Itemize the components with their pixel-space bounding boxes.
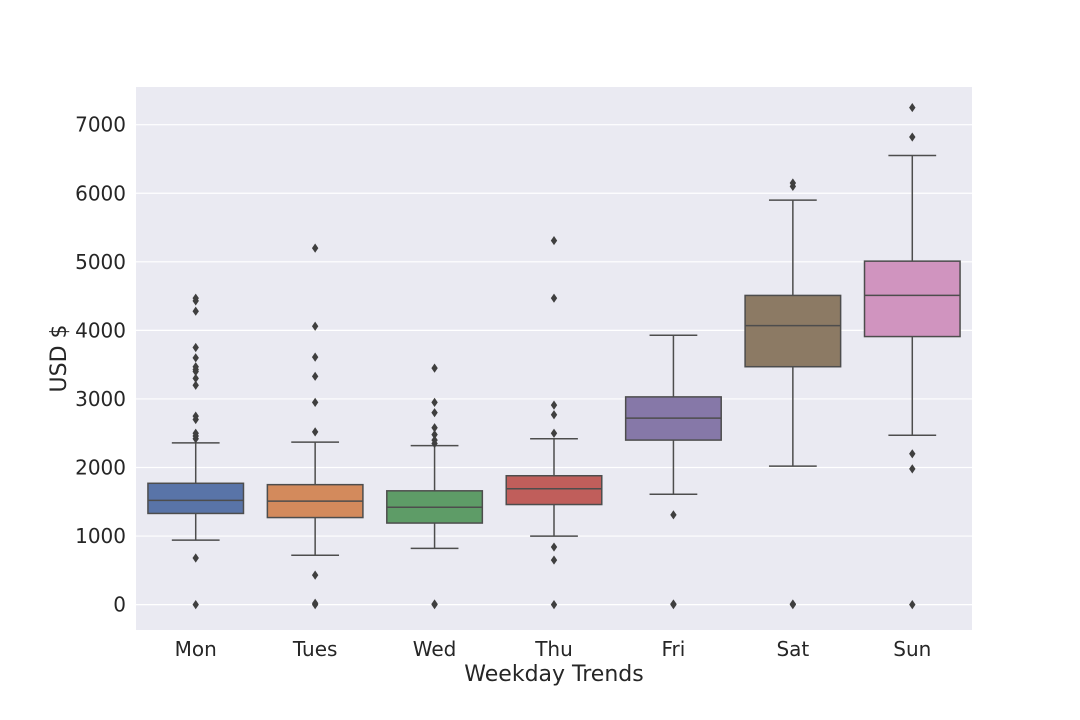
outlier-point	[550, 555, 558, 565]
y-tick-label: 7000	[75, 113, 126, 137]
outlier-point	[550, 428, 558, 438]
outlier-point	[670, 599, 677, 609]
box-wed	[386, 363, 484, 610]
outlier-point	[311, 598, 319, 608]
outlier-point	[789, 178, 797, 188]
outlier-point	[550, 235, 558, 246]
outlier-point	[192, 362, 199, 372]
box-tues	[266, 243, 364, 610]
outlier-point	[311, 397, 319, 407]
x-tick-label: Sat	[776, 637, 809, 661]
box-sun	[863, 102, 961, 610]
y-tick-label: 6000	[75, 181, 126, 205]
outlier-point	[192, 600, 199, 610]
box-mon	[147, 293, 245, 610]
outlier-point	[909, 600, 916, 610]
outlier-point	[550, 410, 558, 420]
outlier-point	[311, 243, 319, 253]
outlier-point	[909, 102, 916, 113]
box-iqr	[744, 294, 842, 368]
outlier-point	[311, 352, 319, 362]
x-axis-ticks: Mon Tues Wed Thu Fri Sat Sun	[175, 637, 932, 661]
x-tick-label: Wed	[413, 637, 457, 661]
box-iqr	[863, 260, 961, 338]
x-tick-label: Mon	[175, 637, 217, 661]
outlier-point	[431, 430, 438, 440]
y-tick-label: 5000	[75, 250, 126, 274]
outlier-point	[909, 132, 916, 142]
outlier-point	[192, 380, 199, 390]
outlier-point	[311, 371, 319, 381]
outlier-point	[192, 306, 199, 316]
boxes	[147, 102, 961, 610]
box-iqr	[147, 482, 245, 515]
outlier-point	[431, 435, 438, 445]
outlier-point	[550, 542, 558, 552]
y-axis-ticks: 0 1000 2000 3000 4000 5000 6000 7000	[75, 113, 126, 617]
x-tick-label: Tues	[292, 637, 338, 661]
x-tick-label: Fri	[662, 637, 686, 661]
x-tick-label: Sun	[893, 637, 931, 661]
y-axis-label: USD $	[47, 325, 72, 393]
outlier-point	[909, 464, 916, 474]
outlier-point	[311, 570, 319, 580]
x-tick-label: Thu	[534, 637, 573, 661]
outlier-point	[550, 600, 558, 610]
outlier-point	[550, 400, 558, 410]
box-sat	[744, 178, 842, 610]
outlier-point	[192, 293, 199, 303]
outlier-point	[311, 321, 319, 331]
box-thu	[505, 235, 603, 610]
outlier-point	[192, 411, 199, 421]
outlier-point	[550, 293, 558, 303]
y-tick-label: 1000	[75, 524, 126, 548]
x-axis-label: Weekday Trends	[464, 662, 643, 687]
outlier-point	[431, 408, 438, 418]
outlier-point	[192, 428, 199, 438]
outlier-point	[789, 599, 797, 609]
outlier-point	[192, 373, 199, 383]
outlier-point	[192, 353, 199, 363]
outlier-point	[670, 510, 677, 520]
outlier-point	[192, 553, 199, 563]
outlier-point	[431, 599, 438, 609]
outlier-point	[909, 449, 916, 459]
box-fri	[624, 334, 722, 610]
y-tick-label: 2000	[75, 456, 126, 480]
outlier-point	[431, 397, 438, 407]
y-tick-label: 4000	[75, 318, 126, 342]
outlier-point	[192, 342, 199, 353]
y-tick-label: 3000	[75, 387, 126, 411]
box-iqr	[505, 474, 603, 506]
outlier-point	[311, 427, 319, 437]
outlier-point	[431, 423, 438, 433]
outlier-point	[431, 363, 438, 373]
y-tick-label: 0	[113, 593, 126, 617]
